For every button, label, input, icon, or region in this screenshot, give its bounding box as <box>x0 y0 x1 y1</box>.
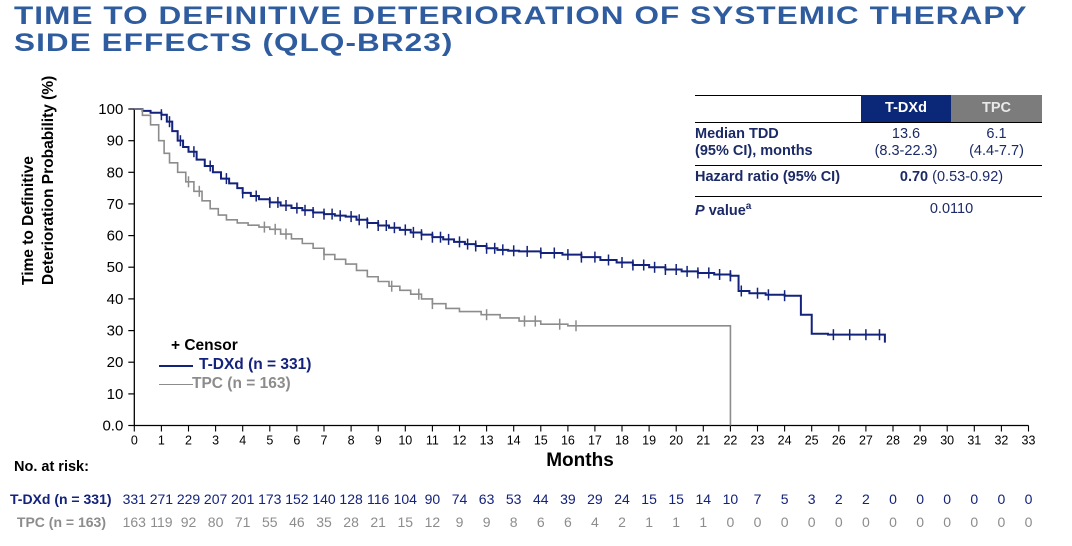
svg-text:24: 24 <box>778 434 792 448</box>
svg-text:12: 12 <box>453 434 467 448</box>
svg-text:3: 3 <box>212 434 219 448</box>
svg-text:2: 2 <box>185 434 192 448</box>
svg-text:50: 50 <box>107 259 124 276</box>
svg-text:6: 6 <box>293 434 300 448</box>
svg-text:21: 21 <box>696 434 710 448</box>
svg-text:31: 31 <box>967 434 981 448</box>
svg-text:14: 14 <box>507 434 521 448</box>
svg-text:22: 22 <box>723 434 737 448</box>
svg-text:80: 80 <box>107 164 124 181</box>
svg-text:70: 70 <box>107 196 124 213</box>
svg-text:7: 7 <box>321 434 328 448</box>
svg-text:100: 100 <box>98 101 123 118</box>
svg-text:33: 33 <box>1022 434 1036 448</box>
svg-text:19: 19 <box>642 434 656 448</box>
svg-text:32: 32 <box>994 434 1008 448</box>
svg-text:90: 90 <box>107 133 124 150</box>
svg-text:60: 60 <box>107 228 124 245</box>
svg-text:40: 40 <box>107 291 124 308</box>
svg-text:28: 28 <box>886 434 900 448</box>
svg-text:17: 17 <box>588 434 602 448</box>
svg-text:11: 11 <box>426 434 439 448</box>
svg-text:18: 18 <box>615 434 629 448</box>
svg-text:30: 30 <box>107 323 124 340</box>
svg-text:20: 20 <box>669 434 683 448</box>
svg-text:10: 10 <box>107 386 124 403</box>
svg-text:27: 27 <box>859 434 873 448</box>
svg-text:0: 0 <box>131 434 138 448</box>
svg-text:15: 15 <box>534 434 548 448</box>
svg-text:29: 29 <box>913 434 927 448</box>
svg-text:16: 16 <box>561 434 575 448</box>
svg-text:13: 13 <box>480 434 494 448</box>
svg-text:8: 8 <box>348 434 355 448</box>
svg-text:26: 26 <box>832 434 846 448</box>
svg-text:10: 10 <box>398 434 412 448</box>
svg-text:30: 30 <box>940 434 954 448</box>
svg-text:9: 9 <box>375 434 382 448</box>
svg-text:4: 4 <box>239 434 246 448</box>
svg-text:1: 1 <box>158 434 165 448</box>
svg-text:23: 23 <box>751 434 765 448</box>
svg-text:0.0: 0.0 <box>102 418 123 435</box>
svg-text:25: 25 <box>805 434 819 448</box>
svg-text:5: 5 <box>266 434 273 448</box>
svg-text:20: 20 <box>107 354 124 371</box>
